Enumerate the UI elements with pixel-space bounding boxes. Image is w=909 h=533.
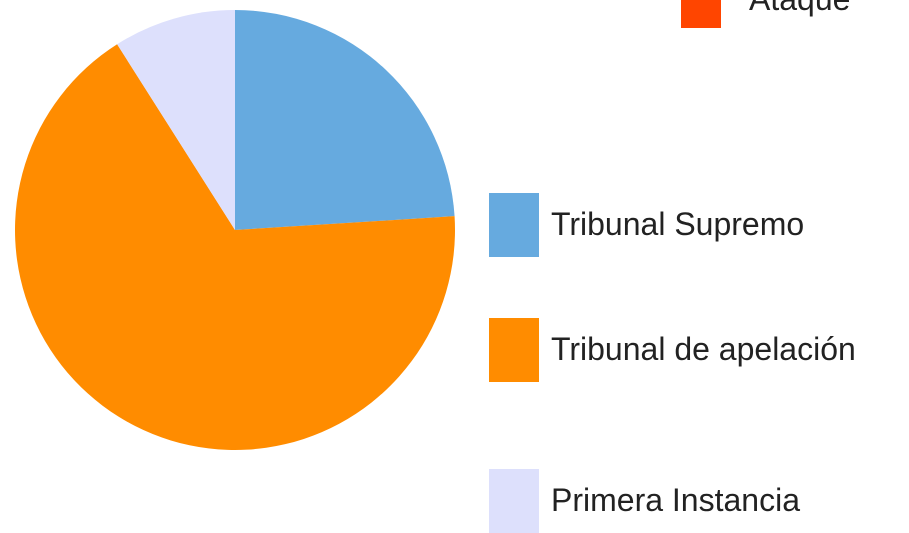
pie-slice [117, 10, 235, 230]
legend-item: Primera Instancia [489, 469, 891, 533]
legend-label: Primera Instancia [551, 482, 800, 518]
legend-swatch [489, 193, 539, 257]
pie-slice [14, 44, 456, 450]
legend-swatch [489, 469, 539, 533]
legend-label: Tribunal de apelación [551, 331, 856, 367]
legend-item: Tribunal de apelación [489, 318, 891, 382]
legend-item: Tribunal Supremo [489, 193, 891, 257]
legend-label: Ataque [749, 0, 909, 21]
legend-label: Tribunal Supremo [551, 206, 805, 242]
legend-swatch [681, 0, 721, 28]
legend-swatch [489, 318, 539, 382]
pie-slice [235, 10, 455, 230]
legend-fragment: Ataque [681, 0, 909, 28]
